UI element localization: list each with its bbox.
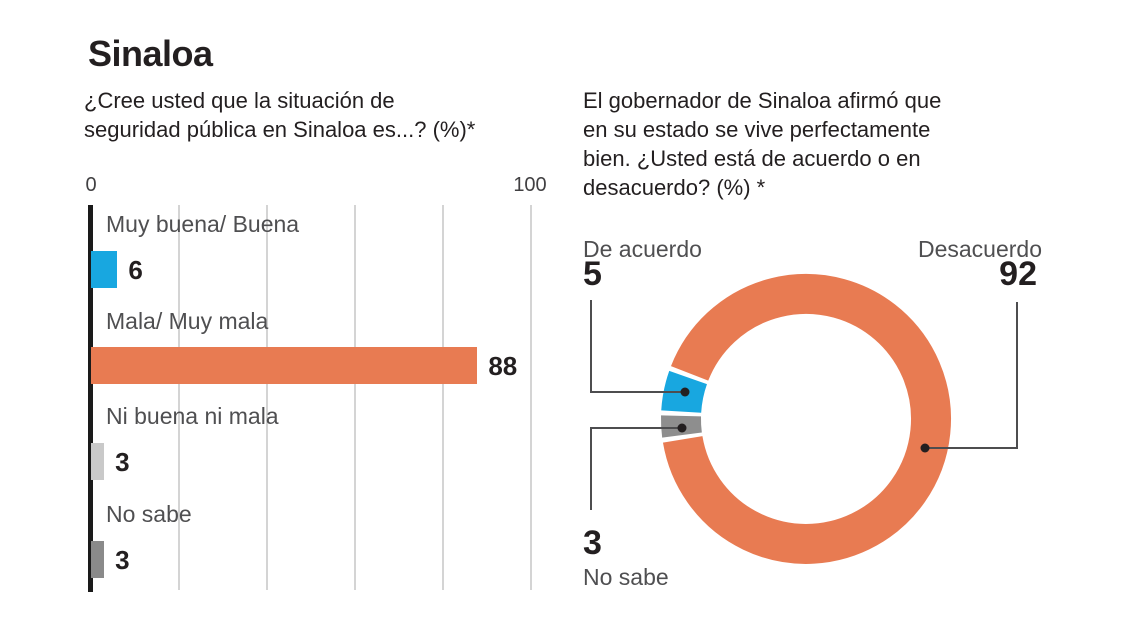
callout-de-acuerdo-value: 5 [583,255,602,293]
donut-chart-question: El gobernador de Sinaloa afirmó que en s… [583,88,942,200]
bar-row-label: Muy buena/ Buena [106,211,300,237]
bar-muy-buena [91,251,118,288]
gridline-60 [354,205,356,590]
bar-value-label: 3 [115,447,130,477]
bar-row-label: No sabe [106,501,192,527]
bar-row-label: Mala/ Muy mala [106,308,269,334]
callout-no-sabe-label: No sabe [583,564,669,590]
callout-de-acuerdo-label: De acuerdo [583,236,702,262]
callout-desacuerdo-label: Desacuerdo [917,236,1042,262]
bar-mala [91,347,478,384]
bar-value-label: 6 [128,255,143,285]
axis-tick-min: 0 [85,174,97,196]
gridline-100 [530,205,532,590]
page-title: Sinaloa [88,33,213,74]
donut-segment-desacuerdo [662,273,951,564]
axis-tick-max: 100 [513,174,547,196]
leader-dot-no-sabe [677,423,687,433]
leader-line-desacuerdo [925,302,1018,449]
bar-row-label: Ni buena ni mala [106,403,279,429]
leader-line-no-sabe [590,427,682,510]
leader-line-de-acuerdo [590,300,685,393]
bar-value-label: 88 [488,351,518,381]
leader-dot-desacuerdo [920,443,930,453]
bar-no-sabe [91,541,105,578]
donut-chart [590,273,1018,564]
bar-chart-question: ¿Cree usted que la situación de segurida… [84,88,476,142]
gridline-80 [442,205,444,590]
callout-no-sabe-value: 3 [583,524,602,562]
leader-dot-de-acuerdo [680,387,690,397]
gridline-40 [266,205,268,590]
y-axis-line [88,205,93,592]
gridline-20 [178,205,180,590]
bar-ni-buena-ni-mala [91,443,105,480]
bar-value-label: 3 [115,545,130,575]
callout-desacuerdo-value: 92 [999,255,1037,293]
